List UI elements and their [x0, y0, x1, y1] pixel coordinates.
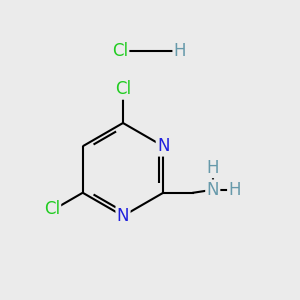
Text: H: H — [228, 181, 241, 199]
Text: N: N — [206, 181, 219, 199]
Text: H: H — [174, 42, 186, 60]
Text: N: N — [117, 207, 129, 225]
Text: Cl: Cl — [112, 42, 128, 60]
Text: Cl: Cl — [44, 200, 60, 218]
Text: N: N — [157, 137, 169, 155]
Text: H: H — [206, 159, 219, 177]
Text: Cl: Cl — [115, 80, 131, 98]
